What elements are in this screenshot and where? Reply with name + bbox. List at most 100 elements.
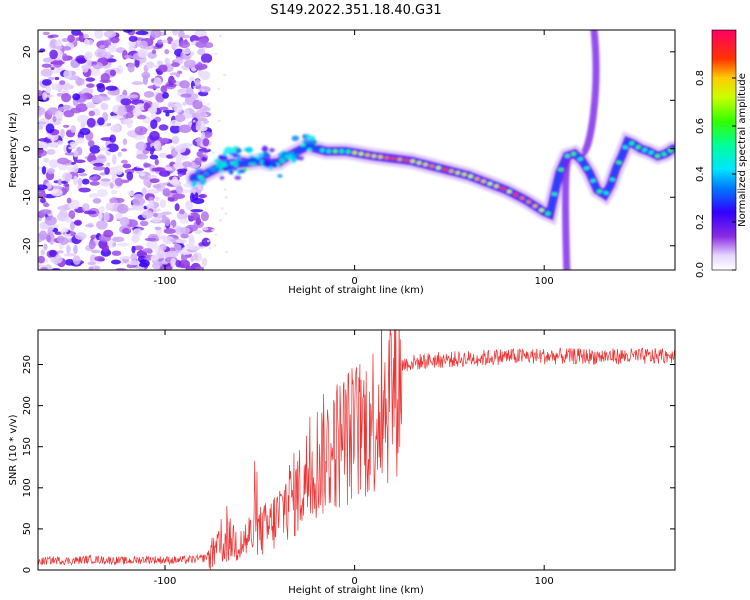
spectrogram-noise-cell	[192, 120, 196, 123]
spectrogram-y-tick-label: 20	[22, 45, 33, 58]
spectrogram-noise-cell	[88, 176, 97, 181]
snr-y-tick-label: 150	[22, 437, 33, 456]
spectrogram-noise-cell	[56, 157, 69, 165]
spectrogram-noise-cell	[39, 209, 52, 215]
spectrogram-noise-cell	[61, 227, 69, 233]
spectrogram-noise-cell	[87, 261, 96, 266]
snr-x-label: Height of straight line (km)	[288, 585, 424, 596]
spectrogram-track-peak	[616, 160, 622, 165]
spectrogram-noise-cell	[67, 34, 75, 43]
spectrogram-noise-cell	[164, 57, 170, 65]
spectrogram-noise-cell	[132, 228, 142, 237]
spectrogram-noise-cell	[100, 178, 111, 182]
spectrogram-noise-cell	[143, 176, 153, 187]
spectrogram-track-blob	[199, 175, 205, 182]
spectrogram-noise-cell	[75, 77, 85, 86]
spectrogram-track-peak	[306, 147, 313, 152]
spectrogram-noise-cell	[204, 62, 208, 65]
spectrogram-track-blob	[232, 145, 238, 153]
spectrogram-track-blob	[309, 135, 316, 141]
spectrogram-noise-cell	[165, 112, 170, 117]
spectrogram-noise-cell	[195, 120, 202, 131]
spectrogram-noise-cell	[55, 39, 63, 48]
spectrogram-noise-cell	[198, 99, 202, 102]
spectrogram-noise-cell	[115, 94, 122, 103]
spectrogram-noise-cell	[198, 187, 202, 190]
spectrogram-noise-cell	[66, 244, 71, 255]
spectrogram-noise-cell	[46, 148, 56, 155]
spectrogram-noise-cell	[180, 233, 189, 239]
spectrogram-noise-cell	[175, 73, 181, 78]
spectrogram-noise-cell	[77, 177, 83, 187]
spectrogram-noise-cell	[155, 251, 167, 259]
spectrogram-noise-cell	[217, 119, 221, 123]
spectrogram-track-blob	[234, 175, 242, 180]
spectrogram-noise-cell	[134, 58, 140, 68]
spectrogram-track-peak	[532, 204, 538, 208]
spectrogram-track-peak	[468, 174, 474, 179]
spectrogram-track-layer	[185, 30, 675, 270]
spectrogram-noise-cell	[40, 68, 53, 77]
spectrogram-noise-cell	[165, 83, 177, 87]
spectrogram-noise-cell	[38, 230, 48, 241]
spectrogram-track-peak	[474, 177, 480, 181]
spectrogram-noise-cell	[163, 228, 176, 234]
spectrogram-noise-cell	[40, 267, 48, 270]
spectrogram-noise-cell	[192, 85, 196, 89]
spectrogram-noise-cell	[88, 266, 94, 270]
spectrogram-track-peak	[268, 166, 274, 170]
spectrogram-noise-cell	[116, 203, 129, 214]
spectrogram-noise-cell	[70, 107, 82, 114]
spectrogram-track-blob	[229, 169, 234, 175]
spectrogram-noise-cell	[73, 220, 82, 226]
spectrogram-noise-cell	[179, 209, 185, 215]
spectrogram-noise-cell	[180, 93, 193, 98]
spectrogram-track-peak	[345, 149, 351, 154]
spectrogram-noise-cell	[181, 246, 188, 256]
spectrogram-track-peak	[352, 150, 358, 155]
spectrogram-noise-cell	[103, 30, 117, 38]
snr-x-tick-label: 100	[535, 576, 554, 587]
spectrogram-noise-cell	[131, 81, 144, 86]
spectrogram-noise-cell	[38, 192, 47, 199]
spectrogram-noise-cell	[82, 64, 89, 73]
spectrogram-noise-cell	[180, 218, 189, 224]
spectrogram-noise-cell	[170, 257, 177, 268]
snr-y-tick-label: 100	[22, 478, 33, 497]
spectrogram-noise-cell	[208, 247, 212, 250]
spectrogram-noise-cell	[188, 76, 196, 83]
spectrogram-noise-cell	[202, 137, 210, 147]
spectrogram-noise-cell	[38, 124, 44, 131]
spectrogram-noise-cell	[103, 211, 110, 222]
spectrogram-noise-cell	[138, 40, 148, 49]
spectrogram-noise-cell	[61, 92, 72, 103]
spectrogram-noise-cell	[60, 128, 65, 139]
spectrogram-noise-cell	[220, 207, 224, 210]
spectrogram-noise-cell	[180, 252, 188, 262]
spectrogram-noise-cell	[174, 144, 187, 154]
spectrogram-noise-cell	[88, 193, 99, 199]
spectrogram-noise-cell	[101, 244, 110, 253]
spectrogram-noise-cell	[128, 94, 139, 99]
spectrogram-noise-cell	[149, 178, 160, 184]
spectrogram-noise-cell	[38, 141, 49, 149]
spectrogram-noise-cell	[110, 115, 123, 119]
spectrogram-noise-cell	[40, 249, 45, 256]
colorbar-tick-label: 0.8	[695, 70, 706, 86]
spectrogram-noise-cell	[150, 30, 162, 39]
spectrogram-noise-cell	[188, 213, 192, 216]
spectrogram-track-blob	[232, 152, 238, 158]
spectrogram-noise-cell	[201, 89, 205, 92]
spectrogram-noise-cell	[161, 39, 169, 43]
spectrogram-noise-cell	[110, 124, 121, 133]
spectrogram-track-peak	[384, 155, 390, 160]
spectrogram-noise-cell	[48, 143, 59, 147]
spectrogram-noise-cell	[72, 255, 81, 265]
spectrogram-noise-cell	[96, 84, 106, 93]
spectrogram-noise-cell	[69, 141, 79, 147]
spectrogram-noise-cell	[144, 237, 157, 242]
spectrogram-noise-cell	[42, 58, 54, 63]
spectrogram-noise-cell	[127, 191, 135, 197]
spectrogram-noise-cell	[196, 136, 201, 147]
spectrogram-noise-cell	[167, 101, 174, 108]
